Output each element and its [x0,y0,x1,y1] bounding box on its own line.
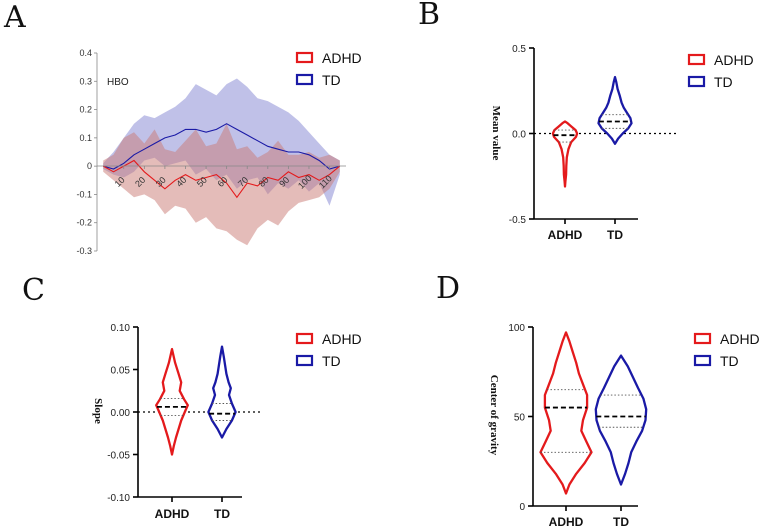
legend-swatch-adhd [295,332,314,345]
violin-td [597,75,633,145]
y-tick-label: 50 [514,413,526,424]
panel-a-line-adhd [102,159,341,199]
panel-a-y-tick-label: 0 [87,161,92,171]
violin-td [594,354,648,486]
panel-b-chart: Mean value 0.5 0.0 -0.5 ADHD TD [490,44,678,242]
panel-d-chart: Center of gravity 100 50 0 ADHD TD [488,323,648,527]
legend-label-td: TD [322,72,341,88]
legend-label-adhd: ADHD [322,50,362,66]
violin-adhd [155,347,189,456]
panel-b-y-label: Mean value [490,106,502,161]
panel-a-line-td [103,123,340,170]
panel-letter-c: C [22,273,45,308]
panel-a-y-tick-label: 0.3 [79,76,92,86]
x-category-label-td: TD [214,507,230,521]
y-tick-label: 100 [508,323,525,334]
panel-letter-d: D [436,271,460,306]
legend-swatch-td [693,354,712,367]
legend-label-adhd: ADHD [720,331,760,347]
legend-label-adhd: ADHD [322,331,362,347]
panel-a-y-tick-label: -0.2 [76,218,92,228]
violin-adhd [551,120,579,188]
y-tick-label: 0.5 [512,44,526,55]
panel-a-chart: 0.40.30.20.10-0.1-0.2-0.3 10 20 30 40 50 60 70… [76,48,346,256]
panel-d-y-label: Center of gravity [488,375,500,456]
panel-c-y-label: Slope [92,398,104,424]
panel-letter-b: B [418,0,440,32]
y-tick-label: -0.05 [107,451,130,462]
legend-swatch-td [295,73,314,86]
y-tick-label: -0.5 [509,215,527,226]
legend-swatch-adhd [295,51,314,64]
panel-c-chart: Slope 0.10 0.05 0.00 -0.05 -0.10 ADHD TD [92,323,260,521]
y-tick-label: 0 [519,502,525,513]
legend-swatch-adhd [693,332,712,345]
y-tick-label: 0.10 [111,323,131,334]
panel-a-y-tick-label: 0.2 [79,105,92,115]
panel-a-legend: ADHD TD [295,50,362,88]
y-tick-label: 0.05 [111,366,131,377]
x-category-label-td: TD [607,228,623,242]
panel-letter-a: A [3,0,26,35]
y-tick-label: 0.0 [512,130,526,141]
x-category-label-adhd: ADHD [548,228,583,242]
panel-a-y-tick-label: 0.1 [79,133,92,143]
legend-swatch-adhd [687,53,706,66]
panel-a-y-tick-label: -0.3 [76,246,92,256]
x-category-label-td: TD [613,515,629,527]
legend-swatch-td [687,75,706,88]
legend-label-adhd: ADHD [714,52,754,68]
violin-td [207,345,237,439]
x-category-label-adhd: ADHD [549,515,584,527]
x-category-label-adhd: ADHD [155,507,190,521]
y-tick-label: 0.00 [111,408,131,419]
legend-label-td: TD [720,353,739,369]
panel-c-legend: ADHD TD [295,331,362,369]
panel-b-legend: ADHD TD [687,52,754,90]
panel-a-y-tick-label: 0.4 [79,48,92,58]
panel-d-legend: ADHD TD [693,331,760,369]
legend-label-td: TD [714,74,733,90]
legend-label-td: TD [322,353,341,369]
violin-adhd [539,331,593,495]
legend-swatch-td [295,354,314,367]
panel-a-annotation: HBO [107,77,129,88]
panel-a-band-adhd [103,123,340,246]
y-tick-label: -0.10 [107,493,130,504]
panel-a-y-tick-label: -0.1 [76,189,92,199]
